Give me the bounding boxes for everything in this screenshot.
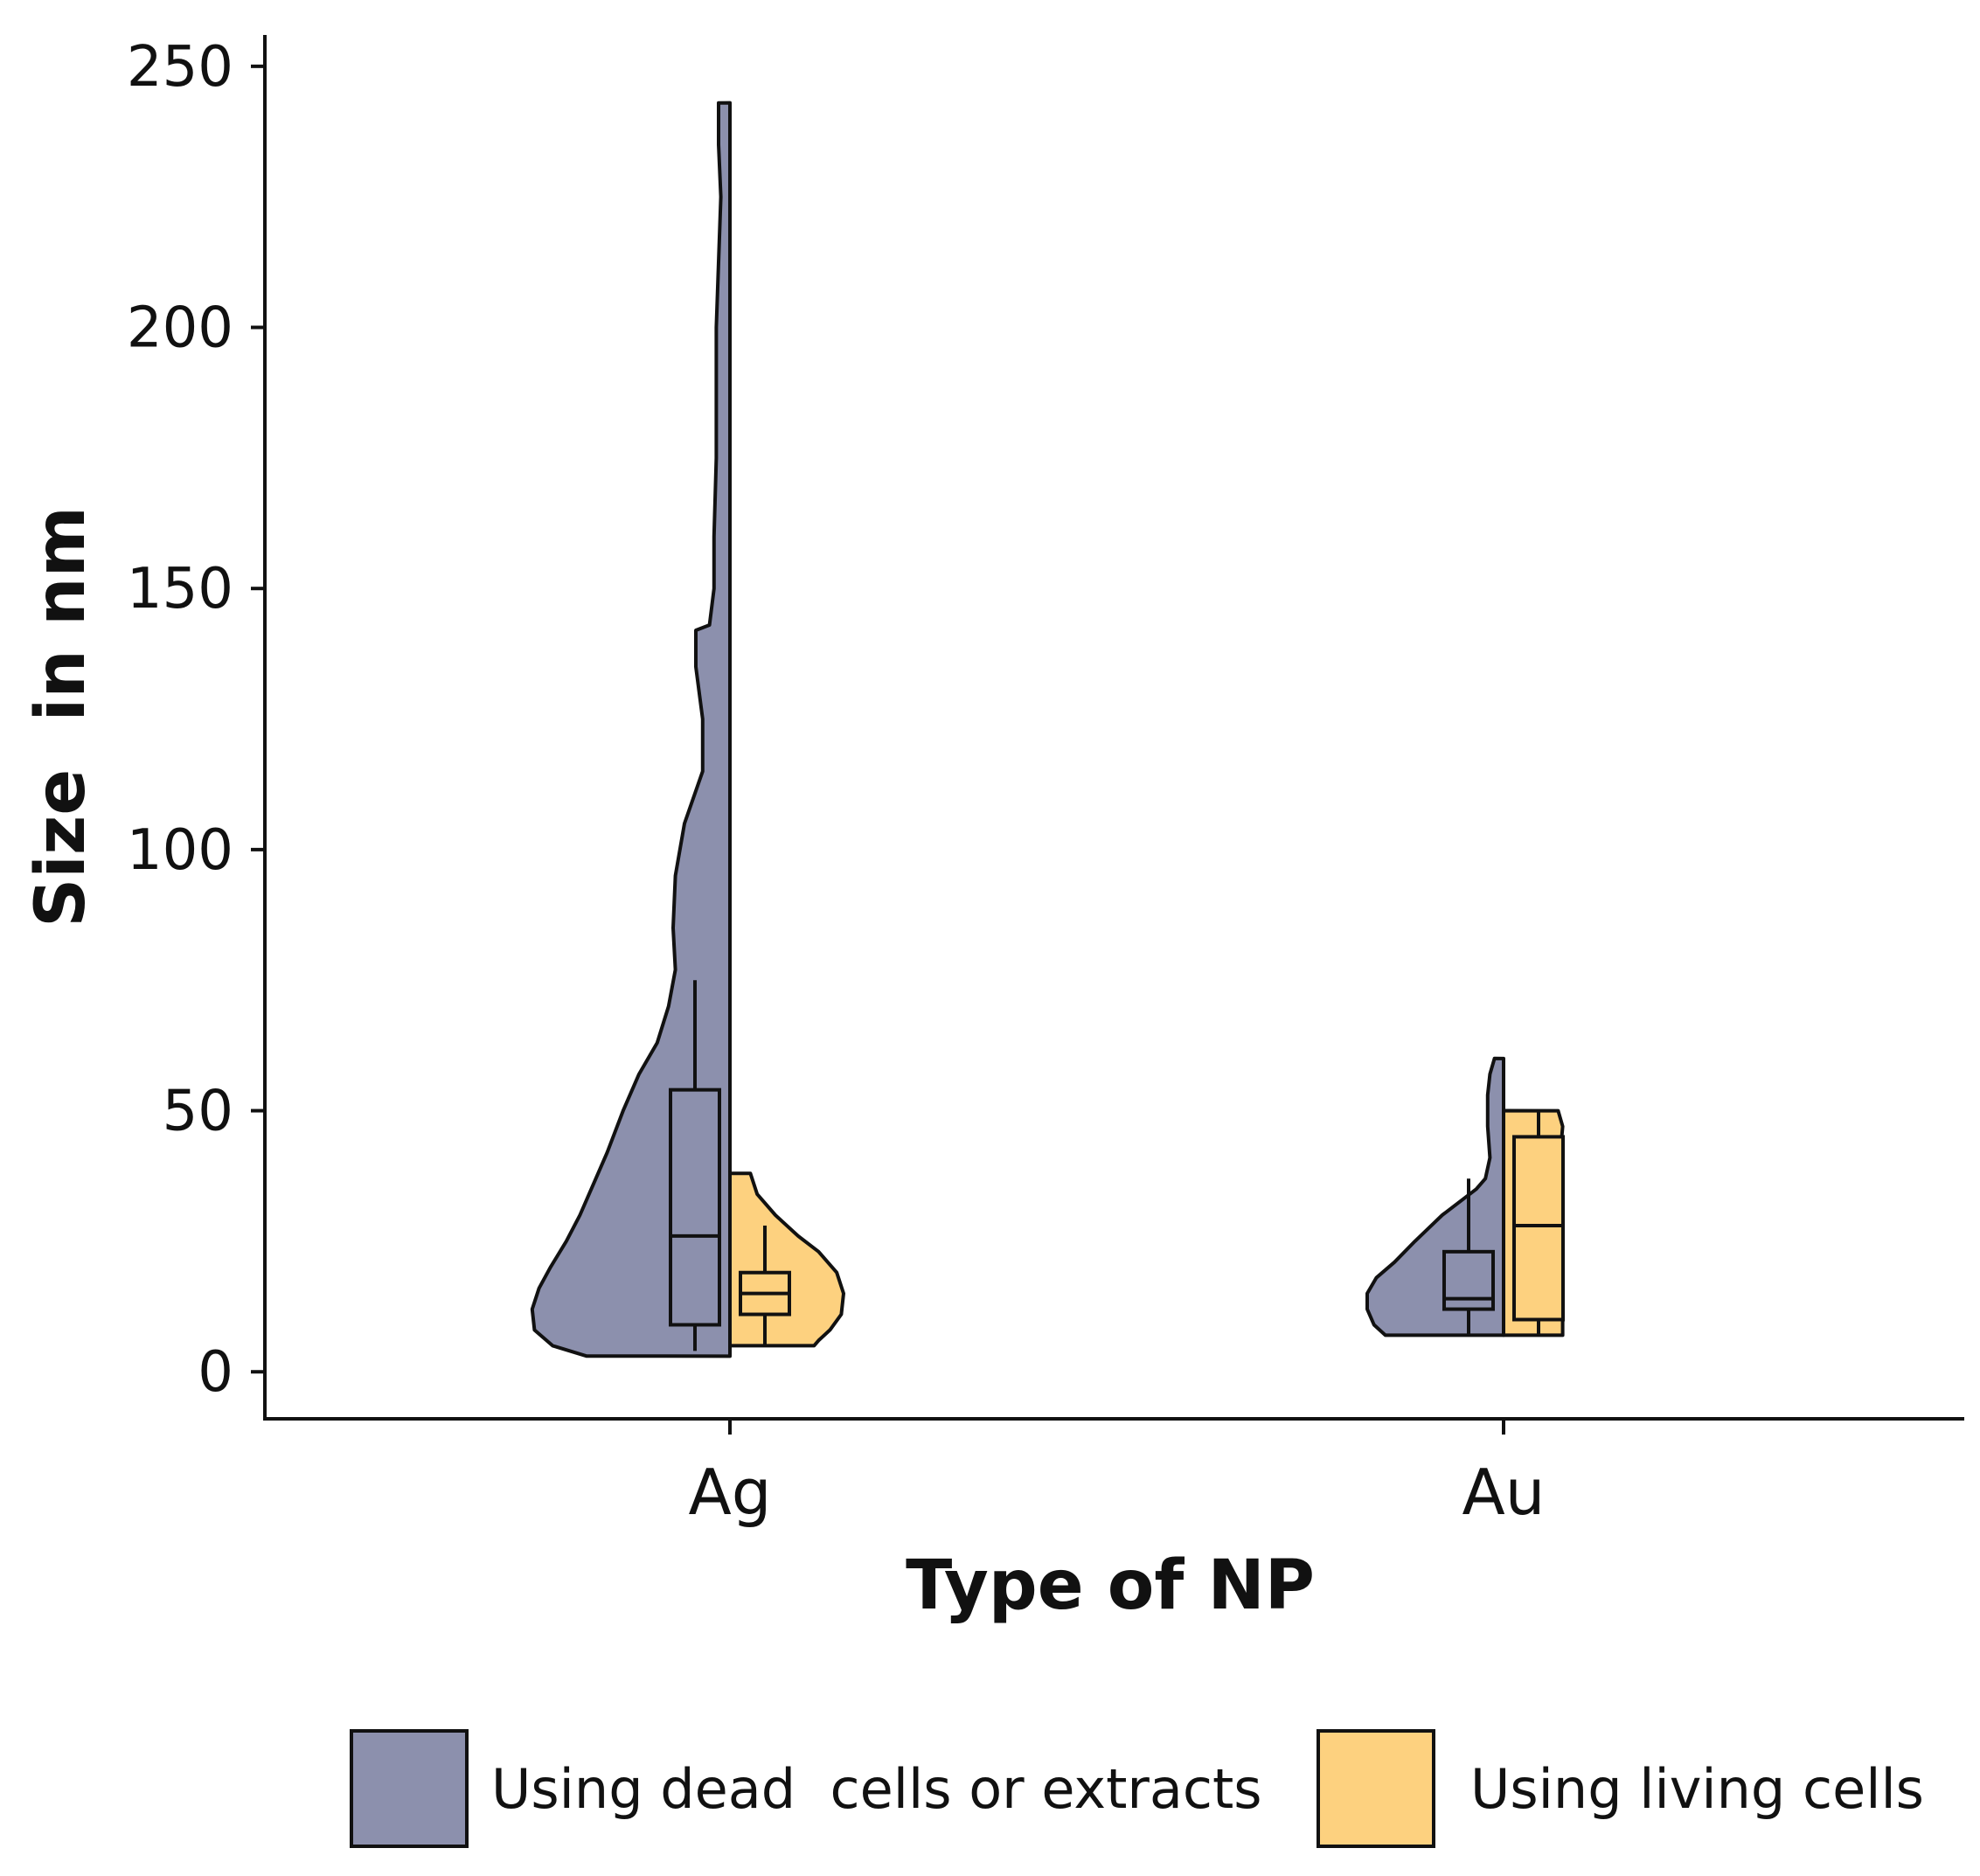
box-iqr (669, 1087, 721, 1327)
x-axis-ticks: Ag Au (689, 1419, 1546, 1529)
legend: Using dead cells or extracts Using livin… (350, 1729, 1924, 1848)
legend-swatch-dead-cells (350, 1729, 469, 1848)
y-tick-label: 200 (127, 296, 233, 361)
x-tick-label: Au (1462, 1456, 1546, 1529)
y-tick-label: 250 (127, 35, 233, 100)
legend-label-dead-cells: Using dead cells or extracts (491, 1757, 1262, 1821)
y-tick-label: 50 (163, 1080, 233, 1144)
y-tick-label: 150 (127, 557, 233, 622)
plot-area (530, 101, 1565, 1358)
box-iqr (1442, 1249, 1495, 1311)
violin-left-ag (530, 101, 732, 1358)
y-axis-ticks: 0 50 100 150 200 250 (127, 35, 265, 1405)
legend-label-living-cells: Using living cells (1470, 1757, 1924, 1821)
y-axis-title: Size in nm (22, 506, 101, 928)
y-tick-label: 0 (198, 1340, 233, 1405)
legend-swatch-living-cells (1317, 1729, 1435, 1848)
x-tick-label: Ag (689, 1456, 772, 1529)
box-iqr (1512, 1135, 1565, 1322)
y-tick-label: 100 (127, 818, 233, 883)
x-axis-title: Type of NP (906, 1546, 1315, 1625)
